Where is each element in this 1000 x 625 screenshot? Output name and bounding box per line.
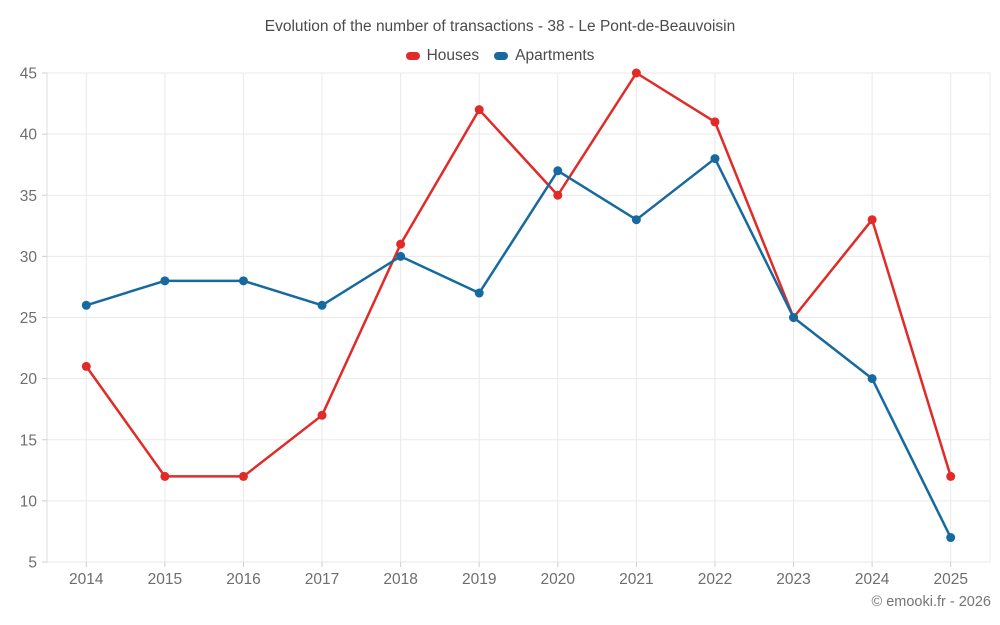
data-point-houses[interactable] [553,190,563,200]
data-point-houses[interactable] [710,117,720,127]
y-tick-label: 5 [28,555,37,572]
data-point-apartments[interactable] [317,300,327,310]
y-tick-label: 35 [20,188,37,205]
legend-item-houses[interactable]: Houses [405,47,480,65]
data-point-houses[interactable] [317,410,327,420]
x-tick-label: 2014 [69,571,104,588]
x-tick-label: 2024 [855,571,890,588]
x-tick-label: 2023 [776,571,810,588]
data-point-apartments[interactable] [789,313,799,322]
chart-legend: Houses Apartments [0,47,1000,65]
data-point-houses[interactable] [160,471,170,481]
x-tick-label: 2021 [619,571,653,588]
series-line-apartments [85,157,952,539]
x-tick-label: 2016 [226,571,260,588]
chart-title: Evolution of the number of transactions … [264,18,736,35]
data-point-houses[interactable] [867,215,877,225]
data-point-apartments[interactable] [946,533,956,543]
y-tick-label: 45 [20,66,37,83]
x-tick-label: 2015 [148,571,182,588]
data-point-apartments[interactable] [710,154,720,164]
data-point-apartments[interactable] [238,276,248,286]
data-point-apartments[interactable] [553,166,563,176]
copyright-footer: © emooki.fr - 2026 [871,594,991,610]
y-tick-label: 25 [20,310,37,327]
legend-item-apartments[interactable]: Apartments [494,47,594,65]
legend-swatch-icon [405,52,420,60]
legend-label: Apartments [515,47,595,64]
x-tick-label: 2020 [541,571,576,588]
x-tick-label: 2018 [383,571,417,588]
series-line-houses [85,71,952,478]
y-tick-label: 40 [20,127,38,144]
legend-swatch-icon [494,52,509,60]
data-point-houses[interactable] [238,471,248,481]
x-tick-label: 2022 [698,571,732,588]
y-tick-label: 20 [20,371,38,388]
data-point-houses[interactable] [474,105,484,115]
data-point-apartments[interactable] [396,251,406,261]
data-point-apartments[interactable] [867,374,877,384]
y-tick-label: 30 [20,249,38,266]
y-tick-label: 10 [20,493,38,510]
legend-label: Houses [426,47,480,64]
data-point-houses[interactable] [631,68,641,78]
x-tick-label: 2019 [462,571,496,588]
data-point-houses[interactable] [396,239,406,249]
x-tick-label: 2017 [305,571,339,588]
y-tick-label: 15 [20,432,37,449]
data-point-apartments[interactable] [81,300,91,310]
data-point-apartments[interactable] [160,276,170,286]
data-point-apartments[interactable] [474,288,484,298]
data-point-apartments[interactable] [631,215,641,225]
data-point-houses[interactable] [946,471,956,481]
x-tick-label: 2025 [933,571,967,588]
data-point-houses[interactable] [81,361,91,371]
